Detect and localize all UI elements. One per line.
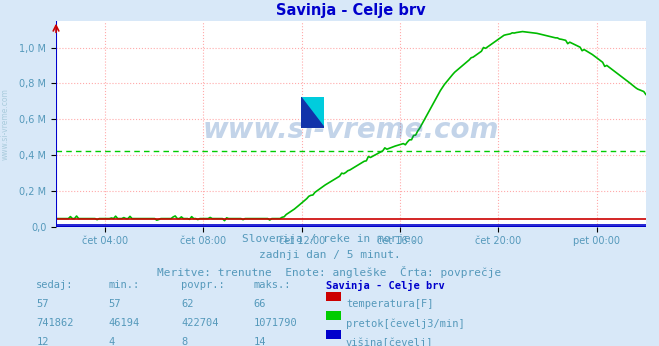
Text: temperatura[F]: temperatura[F] bbox=[346, 299, 434, 309]
Polygon shape bbox=[301, 97, 324, 128]
Text: 741862: 741862 bbox=[36, 318, 74, 328]
Text: min.:: min.: bbox=[109, 280, 140, 290]
Text: 57: 57 bbox=[109, 299, 121, 309]
Text: 4: 4 bbox=[109, 337, 115, 346]
Text: 422704: 422704 bbox=[181, 318, 219, 328]
Text: sedaj:: sedaj: bbox=[36, 280, 74, 290]
Text: Savinja - Celje brv: Savinja - Celje brv bbox=[326, 280, 445, 291]
Text: www.si-vreme.com: www.si-vreme.com bbox=[1, 89, 10, 161]
Text: 46194: 46194 bbox=[109, 318, 140, 328]
Text: 12: 12 bbox=[36, 337, 49, 346]
Text: pretok[čevelj3/min]: pretok[čevelj3/min] bbox=[346, 318, 465, 329]
Text: maks.:: maks.: bbox=[254, 280, 291, 290]
Title: Savinja - Celje brv: Savinja - Celje brv bbox=[276, 3, 426, 18]
Text: 1071790: 1071790 bbox=[254, 318, 297, 328]
Polygon shape bbox=[301, 97, 324, 128]
Text: 57: 57 bbox=[36, 299, 49, 309]
Text: 62: 62 bbox=[181, 299, 194, 309]
Text: 14: 14 bbox=[254, 337, 266, 346]
Text: zadnji dan / 5 minut.: zadnji dan / 5 minut. bbox=[258, 250, 401, 260]
Text: www.si-vreme.com: www.si-vreme.com bbox=[203, 116, 499, 144]
Text: višina[čevelj]: višina[čevelj] bbox=[346, 337, 434, 346]
Text: Slovenija / reke in morje.: Slovenija / reke in morje. bbox=[242, 234, 417, 244]
Text: 66: 66 bbox=[254, 299, 266, 309]
Text: 8: 8 bbox=[181, 337, 187, 346]
Text: Meritve: trenutne  Enote: angleške  Črta: povprečje: Meritve: trenutne Enote: angleške Črta: … bbox=[158, 266, 501, 278]
Text: povpr.:: povpr.: bbox=[181, 280, 225, 290]
